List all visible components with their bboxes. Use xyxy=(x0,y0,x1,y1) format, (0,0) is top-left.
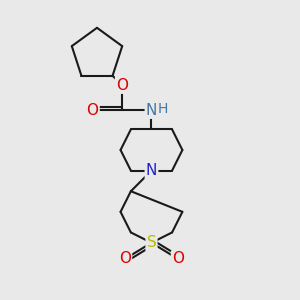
Text: O: O xyxy=(172,251,184,266)
Text: O: O xyxy=(87,103,99,118)
Text: N: N xyxy=(146,163,157,178)
Text: O: O xyxy=(119,251,131,266)
Text: N: N xyxy=(146,103,157,118)
Text: H: H xyxy=(158,102,168,116)
Text: S: S xyxy=(147,235,156,250)
Text: O: O xyxy=(116,78,128,93)
